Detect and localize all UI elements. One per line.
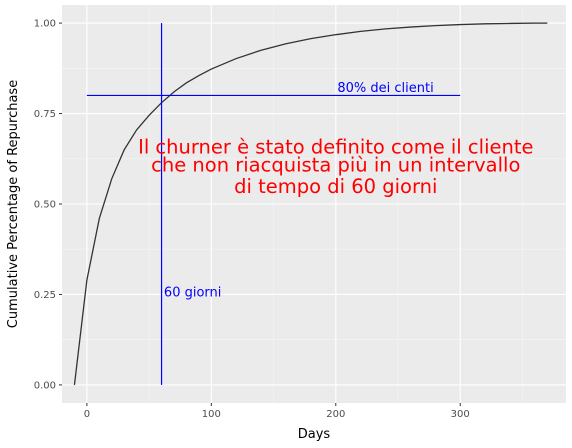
churner-note-line: Il churner è stato definito come il clie…: [138, 135, 533, 158]
vertical-line-label: 60 giorni: [164, 285, 221, 300]
x-tick-label: 300: [451, 409, 470, 420]
x-axis-title: Days: [298, 427, 331, 442]
annotations: 80% dei clienti 60 giorni Il churner è sta…: [138, 81, 533, 300]
y-tick-label: 0.00: [34, 380, 56, 391]
x-tick-label: 100: [202, 409, 221, 420]
horizontal-line-label: 80% dei clienti: [337, 81, 433, 96]
y-axis-title: Cumulative Percentage of Repurchase: [6, 80, 21, 328]
series-line: [73, 22, 548, 385]
y-tick-label: 0.75: [34, 109, 56, 120]
x-tick-label: 0: [84, 409, 90, 420]
y-tick-label: 1.00: [34, 19, 56, 30]
churner-note-line: di tempo di 60 giorni: [234, 175, 437, 198]
x-tick-label: 200: [326, 409, 345, 420]
grid-major: [62, 5, 566, 403]
y-tick-label: 0.25: [34, 290, 56, 301]
churner-note-line: che non riacquista più in un intervallo: [151, 153, 520, 176]
reference-lines: [86, 23, 461, 385]
series-layer: [73, 22, 548, 385]
y-axis: 0.00 0.25 0.50 0.75 1.00: [34, 19, 62, 391]
x-axis: 0 100 200 300: [84, 403, 470, 420]
y-tick-label: 0.50: [34, 200, 56, 211]
